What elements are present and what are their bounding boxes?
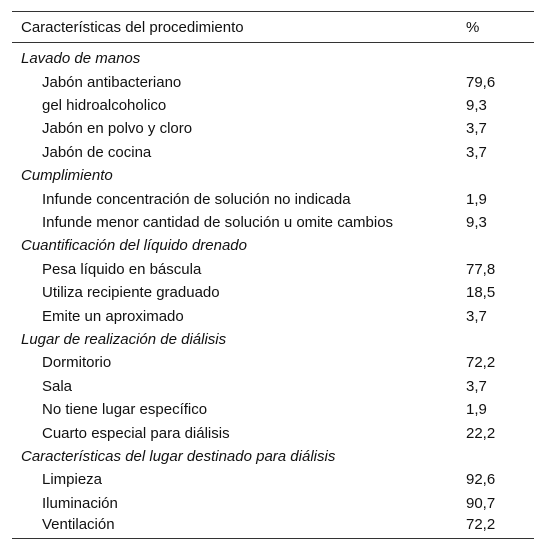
procedure-table-container: Características del procedimiento % Lava… xyxy=(12,11,534,539)
section-title: Cuantificación del líquido drenado xyxy=(21,237,247,255)
header-row: Características del procedimiento % xyxy=(12,11,534,43)
row-label: Sala xyxy=(42,377,73,395)
row-value: 90,7 xyxy=(466,494,496,512)
row-value: 72,2 xyxy=(466,516,496,534)
row-value: 79,6 xyxy=(466,73,496,91)
table-row: Jabón de cocina 3,7 xyxy=(12,141,534,164)
table-row: Limpieza 92,6 xyxy=(12,468,534,491)
row-value: 72,2 xyxy=(466,354,496,372)
row-value: 3,7 xyxy=(466,143,487,161)
table-row: Iluminación 90,7 xyxy=(12,492,534,515)
section-row: Lavado de manos xyxy=(12,43,534,71)
row-label: Iluminación xyxy=(42,494,118,512)
row-value: 3,7 xyxy=(466,120,487,138)
table-row: Infunde concentración de solución no ind… xyxy=(12,187,534,210)
row-label: Jabón antibacteriano xyxy=(42,73,182,91)
section-value-empty xyxy=(462,43,534,71)
row-value: 9,3 xyxy=(466,97,487,115)
row-value: 3,7 xyxy=(466,377,487,395)
table-row: Sala 3,7 xyxy=(12,375,534,398)
section-title: Lugar de realización de diálisis xyxy=(21,330,227,348)
row-label: Limpieza xyxy=(42,471,103,489)
row-label: Infunde menor cantidad de solución u omi… xyxy=(42,214,394,232)
row-label: gel hidroalcoholico xyxy=(42,97,167,115)
header-percent: % xyxy=(466,18,480,36)
row-label: Jabón de cocina xyxy=(42,143,152,161)
row-label: Jabón en polvo y cloro xyxy=(42,120,193,138)
row-label: Utiliza recipiente graduado xyxy=(42,284,220,302)
header-characteristic: Características del procedimiento xyxy=(21,18,244,36)
section-row: Características del lugar destinado para… xyxy=(12,445,534,468)
section-value-empty xyxy=(462,328,534,351)
section-row: Lugar de realización de diálisis xyxy=(12,328,534,351)
section-value-empty xyxy=(462,445,534,468)
row-value: 9,3 xyxy=(466,214,487,232)
section-value-empty xyxy=(462,164,534,187)
row-label: Cuarto especial para diálisis xyxy=(42,424,230,442)
table-row: Pesa líquido en báscula 77,8 xyxy=(12,258,534,281)
table-body: Lavado de manos Jabón antibacteriano 79,6 g… xyxy=(12,43,534,539)
row-label: No tiene lugar específico xyxy=(42,401,208,419)
section-row: Cuantificación del líquido drenado xyxy=(12,234,534,257)
row-value: 77,8 xyxy=(466,260,496,278)
row-value: 92,6 xyxy=(466,471,496,489)
row-label: Dormitorio xyxy=(42,354,112,372)
row-label: Emite un aproximado xyxy=(42,307,184,325)
table-row: Jabón en polvo y cloro 3,7 xyxy=(12,117,534,140)
section-value-empty xyxy=(462,234,534,257)
table-row: Dormitorio 72,2 xyxy=(12,351,534,374)
table-header: Características del procedimiento % xyxy=(12,11,534,43)
table-row: Ventilación 72,2 xyxy=(12,515,534,538)
table-row: Cuarto especial para diálisis 22,2 xyxy=(12,421,534,444)
table-row: gel hidroalcoholico 9,3 xyxy=(12,94,534,117)
section-title: Características del lugar destinado para… xyxy=(21,447,336,465)
section-title: Cumplimiento xyxy=(21,167,113,185)
section-title: Lavado de manos xyxy=(21,50,141,68)
table-row: Emite un aproximado 3,7 xyxy=(12,304,534,327)
procedure-characteristics-table: Características del procedimiento % Lava… xyxy=(12,11,534,539)
row-value: 1,9 xyxy=(466,401,487,419)
row-value: 1,9 xyxy=(466,190,487,208)
table-row: No tiene lugar específico 1,9 xyxy=(12,398,534,421)
row-value: 18,5 xyxy=(466,284,496,302)
section-row: Cumplimiento xyxy=(12,164,534,187)
table-row: Jabón antibacteriano 79,6 xyxy=(12,71,534,94)
row-label: Ventilación xyxy=(42,516,115,534)
table-row: Infunde menor cantidad de solución u omi… xyxy=(12,211,534,234)
table-row: Utiliza recipiente graduado 18,5 xyxy=(12,281,534,304)
row-value: 3,7 xyxy=(466,307,487,325)
row-label: Infunde concentración de solución no ind… xyxy=(42,190,351,208)
row-label: Pesa líquido en báscula xyxy=(42,260,202,278)
row-value: 22,2 xyxy=(466,424,496,442)
